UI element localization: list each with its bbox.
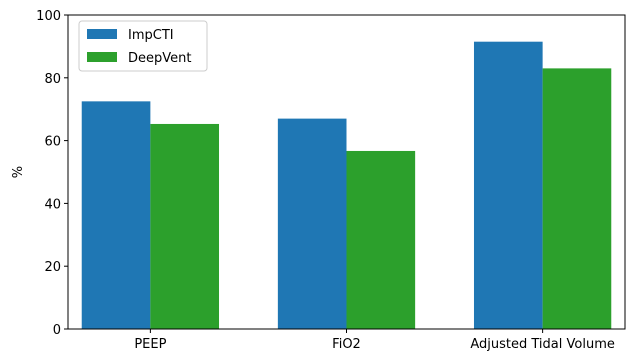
legend-label-deepvent: DeepVent [128, 51, 191, 66]
legend: ImpCTI DeepVent [78, 20, 208, 72]
bar-impcti-adjusted-tidal-volume [473, 41, 543, 329]
x-axis: PEEP FiO2 Adjusted Tidal Volume [134, 329, 615, 352]
x-tick-label: PEEP [134, 337, 166, 352]
legend-label-impcti: ImpCTI [128, 28, 174, 43]
y-axis-label: % [11, 166, 26, 178]
y-tick-label: 100 [36, 9, 61, 24]
legend-swatch-impcti [87, 29, 117, 39]
y-tick-label: 40 [44, 197, 61, 212]
x-tick-label: Adjusted Tidal Volume [470, 337, 615, 352]
bars-layer [81, 41, 612, 330]
y-tick-label: 80 [44, 72, 61, 87]
bar-deepvent-adjusted-tidal-volume [542, 68, 612, 329]
bar-deepvent-peep [150, 123, 220, 330]
y-tick-label: 20 [44, 260, 61, 275]
bar-impcti-peep [81, 101, 151, 329]
bar-impcti-fio2 [277, 118, 347, 330]
y-tick-label: 0 [53, 323, 61, 338]
bar-deepvent-fio2 [346, 150, 416, 329]
y-tick-label: 60 [44, 135, 61, 150]
legend-swatch-deepvent [87, 52, 117, 62]
x-tick-label: FiO2 [332, 337, 361, 352]
y-axis: 0 20 40 60 80 100 [36, 9, 68, 338]
